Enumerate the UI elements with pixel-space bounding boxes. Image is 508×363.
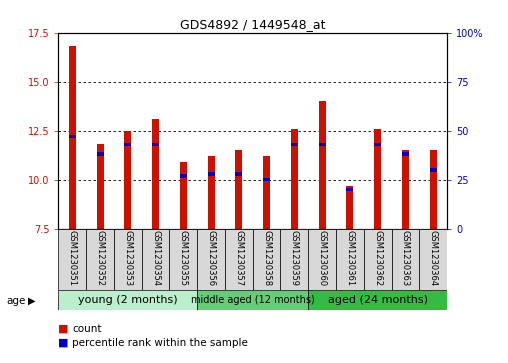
Text: GSM1230362: GSM1230362 — [373, 230, 382, 286]
Text: GSM1230352: GSM1230352 — [96, 230, 105, 286]
Bar — [346, 188, 354, 191]
Bar — [225, 229, 253, 290]
Bar — [374, 129, 381, 229]
Bar — [180, 174, 187, 178]
Text: GSM1230363: GSM1230363 — [401, 230, 410, 286]
Text: young (2 months): young (2 months) — [78, 295, 178, 305]
Bar — [253, 229, 280, 290]
Bar — [69, 46, 76, 229]
Bar — [308, 290, 447, 310]
Text: GSM1230364: GSM1230364 — [429, 230, 438, 286]
Text: GSM1230358: GSM1230358 — [262, 230, 271, 286]
Bar — [97, 152, 104, 156]
Bar — [419, 229, 447, 290]
Text: GSM1230359: GSM1230359 — [290, 230, 299, 286]
Bar — [124, 131, 131, 229]
Bar — [402, 150, 409, 229]
Bar — [197, 229, 225, 290]
Bar — [336, 229, 364, 290]
Text: GSM1230356: GSM1230356 — [207, 230, 215, 286]
Text: ■: ■ — [58, 323, 69, 334]
Bar — [208, 156, 214, 229]
Bar — [86, 229, 114, 290]
Bar — [319, 143, 326, 146]
Text: GSM1230354: GSM1230354 — [151, 230, 160, 286]
Bar — [208, 172, 214, 176]
Text: GSM1230353: GSM1230353 — [123, 230, 132, 286]
Bar — [402, 152, 409, 156]
Text: age: age — [7, 295, 26, 306]
Bar — [308, 229, 336, 290]
Bar — [263, 178, 270, 182]
Bar — [291, 129, 298, 229]
Bar — [180, 162, 187, 229]
Text: GSM1230357: GSM1230357 — [234, 230, 243, 286]
Bar — [197, 290, 308, 310]
Title: GDS4892 / 1449548_at: GDS4892 / 1449548_at — [180, 19, 326, 32]
Bar — [280, 229, 308, 290]
Bar — [263, 156, 270, 229]
Bar — [97, 144, 104, 229]
Text: GSM1230351: GSM1230351 — [68, 230, 77, 286]
Bar — [235, 150, 242, 229]
Bar — [69, 135, 76, 138]
Bar — [291, 143, 298, 146]
Bar — [374, 143, 381, 146]
Text: GSM1230360: GSM1230360 — [318, 230, 327, 286]
Bar — [346, 185, 354, 229]
Text: GSM1230355: GSM1230355 — [179, 230, 188, 286]
Bar — [430, 168, 437, 172]
Text: count: count — [72, 323, 102, 334]
Bar — [392, 229, 419, 290]
Bar — [152, 143, 159, 146]
Bar — [170, 229, 197, 290]
Bar — [142, 229, 170, 290]
Text: aged (24 months): aged (24 months) — [328, 295, 428, 305]
Bar — [364, 229, 392, 290]
Bar — [430, 150, 437, 229]
Text: GSM1230361: GSM1230361 — [345, 230, 355, 286]
Text: ▶: ▶ — [28, 295, 36, 306]
Bar — [235, 172, 242, 176]
Bar — [114, 229, 142, 290]
Text: ■: ■ — [58, 338, 69, 348]
Bar — [124, 143, 131, 146]
Bar — [319, 101, 326, 229]
Text: percentile rank within the sample: percentile rank within the sample — [72, 338, 248, 348]
Text: middle aged (12 months): middle aged (12 months) — [191, 295, 314, 305]
Bar — [58, 290, 197, 310]
Bar — [58, 229, 86, 290]
Bar — [152, 119, 159, 229]
